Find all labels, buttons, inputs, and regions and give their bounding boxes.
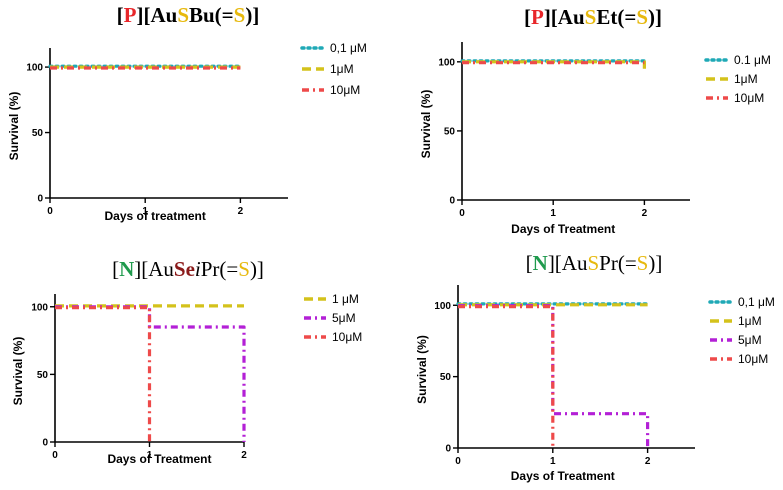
series-line-3 (458, 305, 555, 448)
legend-label: 0,1 μM (330, 41, 367, 55)
legend-label: 5μM (332, 311, 356, 325)
y-axis-label: Survival (%) (11, 337, 25, 406)
legend-label: 10μM (738, 352, 768, 366)
legend-label: 1μM (734, 72, 758, 86)
x-axis-label: Days of Treatment (107, 452, 211, 466)
x-tick-label: 2 (238, 206, 244, 217)
x-tick-label: 2 (642, 208, 648, 219)
legend-label: 10μM (734, 91, 764, 105)
legend-label: 1 μM (332, 292, 359, 306)
y-tick-label: 50 (32, 128, 44, 139)
panel-top-left: [P][AuSBu(=S)] 0 50 100 0 1 2 Days of treatment… (7, 3, 367, 223)
legend-label: 10μM (330, 83, 360, 97)
y-tick-label: 100 (31, 302, 48, 313)
y-tick-label: 100 (438, 57, 455, 68)
x-axis-label: Days of Treatment (511, 469, 615, 483)
x-axis-label: Days of Treatment (511, 222, 615, 236)
y-tick-label: 50 (37, 370, 49, 381)
legend-label: 0,1 μM (738, 295, 775, 309)
legend-label: 1μM (738, 314, 762, 328)
panel-top-right: [P][AuSEt(=S)] 0 50 100 0 1 2 Days of Treatment… (419, 5, 771, 236)
y-tick-label: 0 (42, 438, 48, 449)
y-tick-label: 100 (434, 301, 451, 312)
chart-title: [N][AuSPr(=S)] (526, 251, 663, 275)
y-tick-label: 100 (26, 63, 43, 74)
x-axis-label: Days of treatment (105, 209, 206, 223)
x-tick-label: 1 (147, 450, 153, 461)
legend-label: 10μM (332, 330, 362, 344)
y-tick-label: 0 (37, 194, 43, 205)
x-tick-label: 0 (52, 450, 58, 461)
series-line-2 (55, 306, 152, 442)
panel-bottom-right: [N][AuSPr(=S)] 0 50 100 0 1 2 Days of Treatment… (415, 251, 775, 483)
x-tick-label: 0 (459, 208, 465, 219)
x-tick-label: 2 (241, 450, 247, 461)
y-tick-label: 0 (445, 444, 451, 455)
x-tick-label: 1 (550, 456, 556, 467)
y-tick-label: 0 (449, 196, 455, 207)
y-axis-label: Survival (%) (415, 335, 429, 404)
x-tick-label: 1 (142, 206, 148, 217)
x-tick-label: 1 (550, 208, 556, 219)
y-tick-label: 50 (444, 126, 456, 137)
chart-title: [P][AuSBu(=S)] (117, 3, 260, 27)
x-tick-label: 0 (455, 456, 461, 467)
panel-bottom-left: [N][AuSeiPr(=S)] 0 50 100 0 1 2 Days of Treatme… (11, 257, 362, 466)
y-axis-label: Survival (%) (419, 90, 433, 159)
legend-label: 5μM (738, 333, 762, 347)
y-tick-label: 50 (440, 372, 452, 383)
x-tick-label: 2 (645, 456, 651, 467)
legend-label: 1μM (330, 62, 354, 76)
chart-title: [P][AuSEt(=S)] (524, 5, 662, 29)
x-tick-label: 0 (47, 206, 53, 217)
legend-label: 0.1 μM (734, 53, 771, 67)
y-axis-label: Survival (%) (7, 92, 21, 161)
chart-title: [N][AuSeiPr(=S)] (112, 257, 264, 281)
